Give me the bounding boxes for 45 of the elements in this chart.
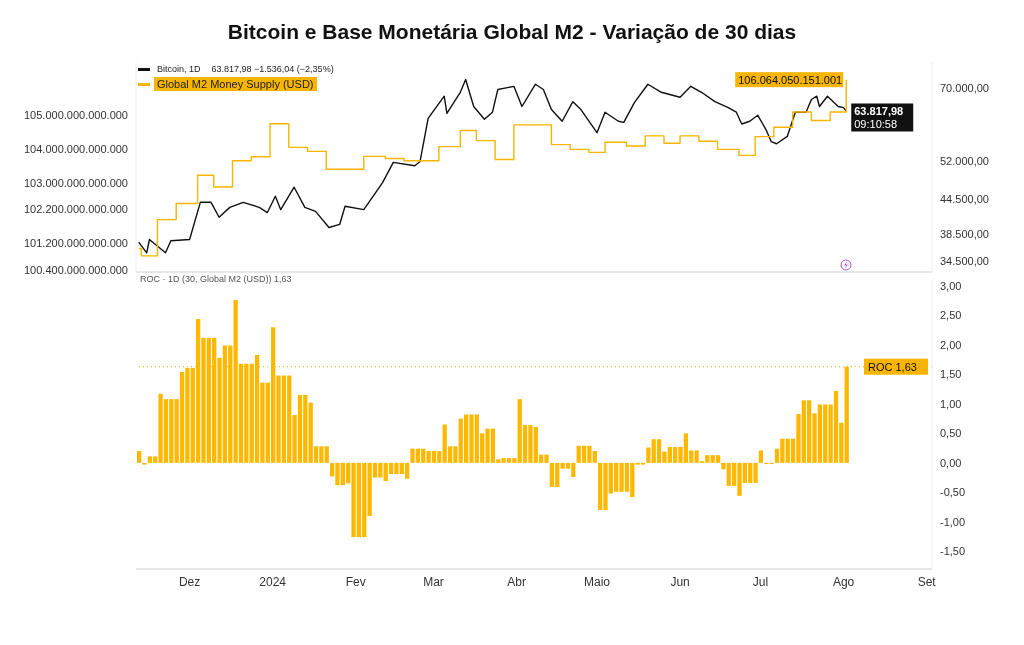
- y2-tick-label: 0,00: [940, 456, 962, 469]
- annotation: 63.817,98 −1.536,04 (−2,35%): [211, 64, 334, 74]
- legend-label: Global M2 Money Supply (USD): [154, 77, 317, 91]
- data-label: 106.064.050.151.001: [738, 73, 843, 86]
- chart-title: ROC · 1D (30, Global M2 (USD)) 1,63: [140, 274, 292, 284]
- legend-label: Bitcoin, 1D: [156, 63, 202, 75]
- x-tick-label: Abr: [507, 574, 526, 589]
- bar: [147, 456, 153, 463]
- x-tick-label: Set: [917, 574, 937, 589]
- chart-title: Bitcoin e Base Monetária Global M2 - Variação de 30 dias: [226, 20, 798, 44]
- x-tick-label: 2024: [259, 574, 287, 589]
- y2-tick-label: 2,50: [940, 309, 962, 322]
- y2-tick-label: 44.500,00: [940, 192, 989, 205]
- y2-tick-label: -0,50: [940, 486, 966, 499]
- x-tick-label: Fev: [345, 574, 366, 589]
- x-tick-label: Dez: [178, 574, 201, 589]
- bar: [715, 455, 721, 463]
- data-label: 63.817,98: [854, 104, 904, 117]
- y-tick-label: 101.200.000.000.000: [24, 237, 128, 250]
- x-tick-label: Mar: [423, 574, 444, 589]
- x-tick-label: Ago: [832, 574, 855, 589]
- y2-tick-label: 52.000,00: [940, 154, 989, 167]
- y2-tick-label: 70.000,00: [940, 82, 989, 95]
- annotation: 09:10:58: [854, 117, 898, 130]
- y2-tick-label: 1,50: [940, 368, 962, 381]
- y2-tick-label: 0,50: [940, 427, 962, 440]
- y-tick-label: 104.000.000.000.000: [24, 142, 128, 155]
- ref-line-label: ROC 1,63: [868, 360, 917, 373]
- y-tick-label: 100.400.000.000.000: [24, 263, 128, 276]
- y2-tick-label: -1,00: [940, 515, 966, 528]
- y-tick-label: 103.000.000.000.000: [24, 176, 128, 189]
- y2-tick-label: 2,00: [940, 338, 962, 351]
- y2-tick-label: 34.500,00: [940, 255, 989, 268]
- bar: [549, 462, 555, 488]
- bar: [137, 451, 142, 463]
- bar: [758, 450, 764, 463]
- y2-tick-label: 3,00: [940, 279, 962, 292]
- y-tick-label: 105.000.000.000.000: [24, 109, 128, 122]
- x-tick-label: Jun: [670, 574, 690, 589]
- y-tick-label: 102.200.000.000.000: [24, 203, 128, 216]
- x-tick-label: Jul: [752, 574, 769, 589]
- x-tick-label: Maio: [583, 574, 611, 589]
- y2-tick-label: 1,00: [940, 397, 962, 410]
- y2-tick-label: -1,50: [940, 545, 966, 558]
- y2-tick-label: 38.500,00: [940, 228, 989, 241]
